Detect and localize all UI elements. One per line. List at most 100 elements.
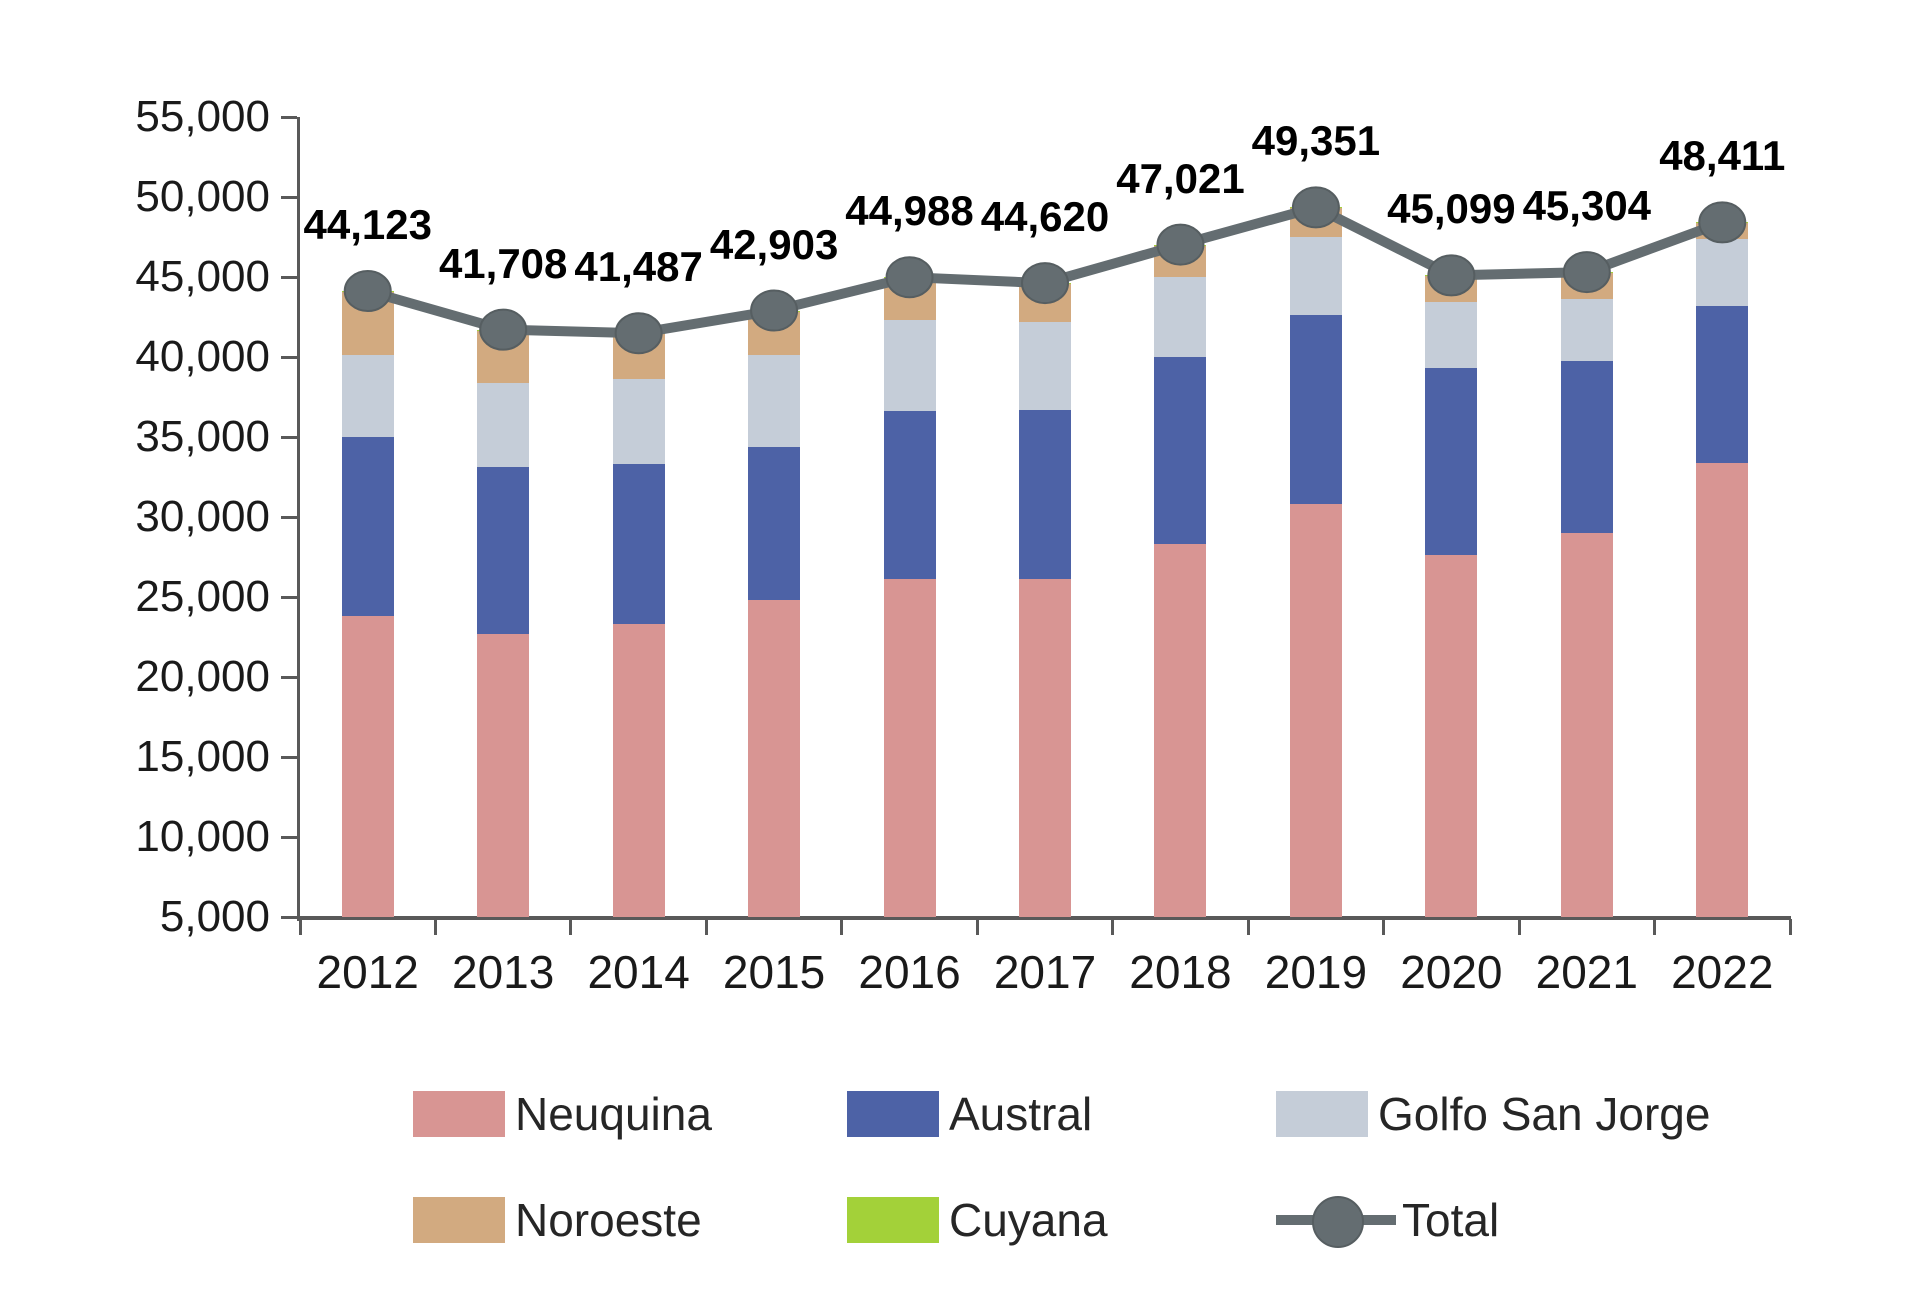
bar-segment-2020-golfo-san-jorge	[1425, 301, 1478, 369]
x-category-label-2017: 2017	[993, 946, 1097, 998]
bar-segment-2018-neuquina	[1154, 544, 1207, 917]
total-marker-2021	[1562, 251, 1611, 294]
x-axis-tick	[975, 919, 979, 935]
total-marker-2012	[343, 270, 392, 313]
x-category-label-2012: 2012	[316, 946, 419, 998]
y-axis-tick	[281, 115, 297, 119]
x-category-label-2022: 2022	[1671, 946, 1774, 998]
bar-segment-2014-golfo-san-jorge	[612, 379, 665, 465]
bar-segment-2021-neuquina	[1560, 533, 1613, 917]
legend-item-noroeste: Noroeste	[413, 1192, 702, 1248]
bar-segment-2013-neuquina	[477, 633, 530, 917]
bar-segment-2012-golfo-san-jorge	[341, 355, 394, 437]
bar-segment-2017-austral	[1019, 409, 1071, 580]
legend-swatch-golfo-san-jorge	[1276, 1091, 1368, 1137]
x-axis-tick	[569, 919, 573, 935]
ytick-label-25000: 25,000	[135, 572, 270, 621]
y-axis-line	[297, 117, 300, 921]
x-axis-line	[297, 916, 1791, 920]
total-data-label-2013: 41,708	[438, 239, 568, 287]
legend-label-total: Total	[1402, 1194, 1500, 1246]
y-axis-tick	[281, 355, 297, 359]
bar-segment-2015-neuquina	[748, 600, 801, 917]
legend-swatch-noroeste	[413, 1197, 505, 1243]
bar-segment-2016-golfo-san-jorge	[883, 320, 936, 412]
bar-segment-2014-austral	[612, 464, 665, 625]
bar-segment-2018-austral	[1154, 357, 1207, 545]
x-category-label-2019: 2019	[1264, 946, 1368, 998]
total-data-label-2022: 48,411	[1659, 132, 1786, 180]
bar-segment-2017-neuquina	[1019, 579, 1071, 917]
x-axis-tick	[1517, 919, 1521, 935]
x-category-label-2015: 2015	[722, 946, 826, 998]
bar-segment-2015-golfo-san-jorge	[748, 355, 801, 447]
y-axis-tick	[281, 515, 297, 519]
legend-item-golfo-san-jorge: Golfo San Jorge	[1276, 1086, 1710, 1142]
total-data-label-2012: 44,123	[303, 201, 432, 249]
bar-segment-2014-neuquina	[612, 624, 665, 917]
ytick-label-55000: 55,000	[135, 92, 270, 141]
legend-swatch-austral	[847, 1091, 939, 1137]
legend-label-noroeste: Noroeste	[515, 1194, 702, 1246]
legend-label-golfo-san-jorge: Golfo San Jorge	[1378, 1088, 1711, 1140]
total-marker-2017	[1021, 262, 1069, 305]
bar-segment-2020-neuquina	[1425, 555, 1478, 917]
y-axis-tick	[281, 275, 297, 279]
bar-segment-2012-austral	[341, 437, 394, 617]
bar-segment-2022-neuquina	[1696, 462, 1749, 917]
total-data-label-2017: 44,620	[980, 193, 1110, 241]
legend-label-cuyana: Cuyana	[949, 1194, 1108, 1246]
bar-segment-2021-golfo-san-jorge	[1560, 299, 1613, 361]
x-axis-tick	[840, 919, 844, 935]
legend-item-total: Total	[1276, 1192, 1499, 1248]
x-category-label-2020: 2020	[1400, 946, 1503, 998]
total-marker-2022	[1698, 201, 1747, 244]
legend-item-neuquina: Neuquina	[413, 1086, 712, 1142]
bar-segment-2019-austral	[1289, 314, 1342, 505]
x-axis-tick	[1382, 919, 1386, 935]
x-category-label-2016: 2016	[858, 946, 961, 998]
ytick-label-15000: 15,000	[135, 732, 270, 781]
x-axis-tick	[704, 919, 708, 935]
legend-label-neuquina: Neuquina	[515, 1088, 712, 1140]
bar-segment-2021-austral	[1560, 361, 1613, 533]
x-category-label-2018: 2018	[1129, 946, 1232, 998]
total-marker-2020	[1427, 254, 1476, 297]
y-axis-tick	[281, 915, 297, 919]
bar-segment-2012-neuquina	[341, 616, 394, 917]
total-data-label-2021: 45,304	[1522, 182, 1652, 230]
total-marker-2013	[479, 308, 528, 351]
ytick-label-10000: 10,000	[135, 812, 270, 861]
bar-segment-2022-austral	[1696, 305, 1749, 463]
bar-segment-2019-golfo-san-jorge	[1289, 237, 1342, 315]
ytick-label-30000: 30,000	[135, 492, 270, 541]
ytick-label-5000: 5,000	[159, 892, 270, 941]
y-axis-tick	[281, 195, 297, 199]
x-axis-tick	[1788, 919, 1792, 935]
ytick-label-35000: 35,000	[135, 412, 270, 461]
total-marker-2015	[750, 289, 799, 332]
x-category-label-2014: 2014	[587, 946, 690, 998]
bar-segment-2013-austral	[477, 467, 530, 634]
ytick-label-50000: 50,000	[135, 172, 270, 221]
y-axis-tick	[281, 675, 297, 679]
y-axis-tick	[281, 595, 297, 599]
bar-segment-2017-golfo-san-jorge	[1019, 321, 1071, 410]
bar-segment-2013-golfo-san-jorge	[477, 382, 530, 468]
bar-segment-2016-austral	[883, 411, 936, 580]
total-data-label-2018: 47,021	[1116, 154, 1245, 202]
total-data-label-2014: 41,487	[574, 243, 703, 291]
legend-item-austral: Austral	[847, 1086, 1092, 1142]
y-axis-tick	[281, 755, 297, 759]
legend-item-cuyana: Cuyana	[847, 1192, 1108, 1248]
total-marker-2016	[885, 256, 934, 299]
bar-segment-2019-neuquina	[1289, 504, 1342, 917]
bar-segment-2018-golfo-san-jorge	[1154, 277, 1207, 357]
legend-swatch-neuquina	[413, 1091, 505, 1137]
x-axis-tick	[1111, 919, 1115, 935]
x-category-label-2021: 2021	[1535, 946, 1638, 998]
x-axis-tick	[1653, 919, 1657, 935]
